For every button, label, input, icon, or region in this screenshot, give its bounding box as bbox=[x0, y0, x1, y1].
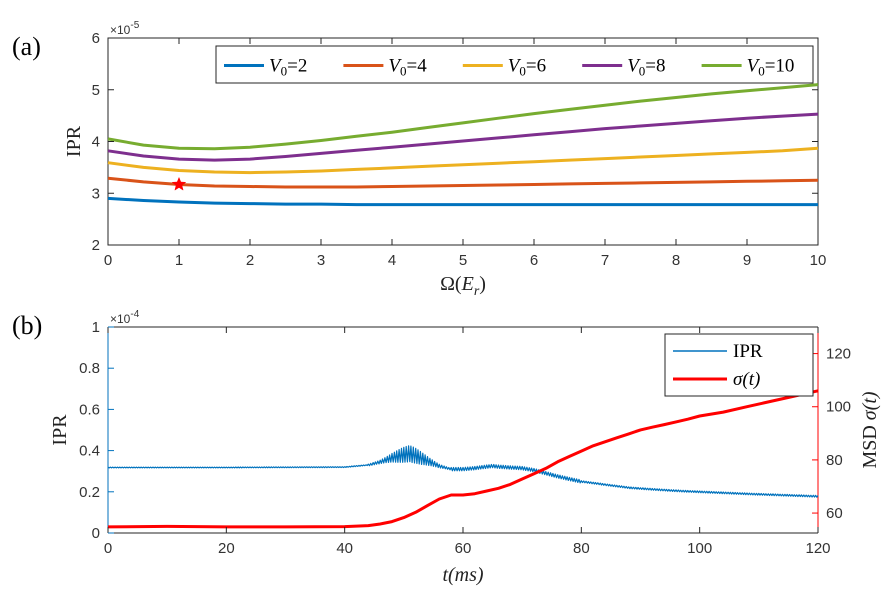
panel-a-ticks: 0 1 2 3 4 5 6 7 8 9 10 2 3 4 5 6 ×10-5 Ω(Er) IPR bbox=[63, 20, 826, 299]
legend-label: V0=6 bbox=[508, 56, 546, 79]
x-axis-label: t(ms) bbox=[442, 564, 483, 586]
legend-label-main: V bbox=[627, 56, 641, 77]
y-exponent-label: ×10-5 bbox=[110, 20, 140, 37]
series-line-v0-10 bbox=[107, 83, 819, 151]
legend-label-rest: =2 bbox=[287, 56, 307, 77]
legend-label-rest: =6 bbox=[526, 56, 546, 77]
panel-a-legend: V0=2 V0=4 V0=6 V0=8 V0=10 bbox=[215, 45, 814, 84]
x-axis-label-italic: E bbox=[461, 273, 474, 295]
series-line-v0-6 bbox=[107, 146, 819, 175]
right-y-tick-label: 100 bbox=[826, 399, 851, 416]
y-tick-label: 5 bbox=[92, 82, 100, 99]
y-tick-label: 4 bbox=[92, 134, 100, 151]
x-tick-label: 60 bbox=[455, 540, 472, 557]
x-tick-label: 0 bbox=[104, 252, 112, 269]
legend-label-italic: σ(t) bbox=[733, 369, 760, 390]
y-tick-label: 3 bbox=[92, 185, 100, 202]
x-axis-label-main: Ω( bbox=[440, 273, 462, 295]
legend-label: σ(t) bbox=[733, 369, 760, 390]
right-y-axis-label: MSD σ(t) bbox=[859, 391, 881, 468]
series-line-v0-2 bbox=[107, 196, 818, 207]
left-y-axis-label: IPR bbox=[49, 414, 71, 446]
x-tick-label: 0 bbox=[104, 540, 112, 557]
legend-label: V0=10 bbox=[747, 56, 795, 79]
x-tick-label: 40 bbox=[336, 540, 353, 557]
legend-label: IPR bbox=[733, 341, 763, 362]
x-tick-label: 80 bbox=[573, 540, 590, 557]
x-tick-label: 7 bbox=[601, 252, 609, 269]
legend-label-main: V bbox=[269, 56, 283, 77]
y-axis-label: IPR bbox=[63, 125, 85, 157]
series-line-ipr bbox=[107, 445, 819, 498]
legend-label-rest: =8 bbox=[645, 56, 665, 77]
panel-b-label: (b) bbox=[12, 311, 42, 340]
legend-label-sub: 0 bbox=[281, 64, 288, 79]
x-axis-label: Ω(Er) bbox=[440, 273, 486, 299]
legend-label: V0=8 bbox=[627, 56, 665, 79]
right-y-tick-label: 80 bbox=[826, 452, 843, 469]
series-line-v0-4 bbox=[107, 176, 819, 189]
legend-label-rest: =10 bbox=[765, 56, 795, 77]
legend-label-main: V bbox=[747, 56, 761, 77]
legend-label-sub: 0 bbox=[758, 64, 765, 79]
legend-label-main: V bbox=[508, 56, 522, 77]
left-y-tick-label: 1 bbox=[92, 319, 100, 336]
legend-label-sub: 0 bbox=[519, 64, 526, 79]
star-marker bbox=[171, 176, 187, 191]
x-tick-label: 4 bbox=[388, 252, 396, 269]
left-y-exponent-label: ×10-4 bbox=[110, 309, 140, 326]
left-y-exponent-power: -4 bbox=[130, 309, 139, 320]
x-tick-label: 3 bbox=[317, 252, 325, 269]
y-tick-label: 6 bbox=[92, 30, 100, 47]
y-tick-label: 2 bbox=[92, 237, 100, 254]
panel-b-legend: IPR σ(t) bbox=[664, 333, 814, 397]
series-line-sigma bbox=[107, 389, 819, 529]
legend-label: V0=4 bbox=[388, 56, 427, 79]
legend-label-sub: 0 bbox=[639, 64, 646, 79]
right-y-axis-label-italic: σ(t) bbox=[859, 391, 881, 420]
x-tick-label: 8 bbox=[672, 252, 680, 269]
left-y-tick-label: 0.6 bbox=[79, 401, 100, 418]
x-tick-label: 20 bbox=[218, 540, 235, 557]
x-tick-label: 9 bbox=[743, 252, 751, 269]
x-tick-label: 100 bbox=[687, 540, 712, 557]
right-y-axis-label-main: MSD bbox=[859, 420, 881, 468]
series-line-v0-8 bbox=[107, 112, 819, 162]
x-tick-label: 10 bbox=[810, 252, 827, 269]
legend-label-sub: 0 bbox=[400, 64, 407, 79]
right-y-tick-label: 60 bbox=[826, 505, 843, 522]
legend-label-main: V bbox=[388, 56, 402, 77]
panel-b-ticks: 0 20 40 60 80 100 120 0 0.2 0.4 0.6 0.8 1 60 80 100 120 ×… bbox=[49, 309, 881, 586]
legend-box bbox=[664, 333, 814, 397]
x-tick-label: 6 bbox=[530, 252, 538, 269]
x-tick-label: 1 bbox=[175, 252, 183, 269]
left-y-tick-label: 0.4 bbox=[79, 443, 100, 460]
right-y-tick-label: 120 bbox=[826, 346, 851, 363]
x-tick-label: 5 bbox=[459, 252, 467, 269]
panel-b-series-lines bbox=[107, 389, 819, 529]
x-axis-label-close: ) bbox=[479, 273, 486, 295]
legend-label-rest: =4 bbox=[407, 56, 428, 77]
panel-a-series-lines bbox=[107, 83, 819, 207]
left-y-tick-label: 0 bbox=[92, 525, 100, 542]
x-axis-label-sub: r bbox=[474, 284, 480, 299]
panel-a-label: (a) bbox=[12, 32, 41, 61]
left-y-tick-label: 0.2 bbox=[79, 484, 100, 501]
x-tick-label: 2 bbox=[246, 252, 254, 269]
legend-label: V0=2 bbox=[269, 56, 307, 79]
y-exponent-power: -5 bbox=[130, 20, 139, 31]
left-y-tick-label: 0.8 bbox=[79, 360, 100, 377]
legend-label-main: IPR bbox=[733, 341, 763, 362]
x-tick-label: 120 bbox=[805, 540, 830, 557]
